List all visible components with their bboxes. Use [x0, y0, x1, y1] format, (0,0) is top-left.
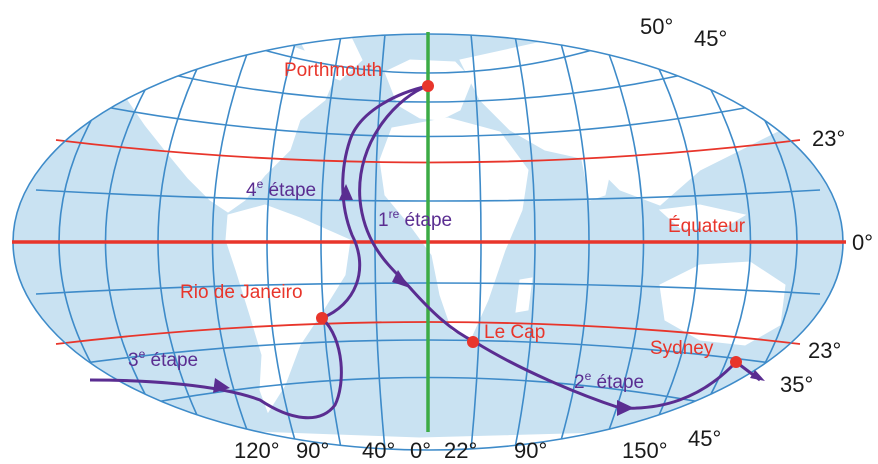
rio-marker	[316, 312, 328, 324]
lat-50-label: 50°	[640, 14, 673, 39]
cape-town-marker	[467, 336, 479, 348]
stage-1-suffix: re	[389, 207, 400, 221]
arrow-stage-4	[339, 184, 353, 200]
route-stage-4	[321, 84, 429, 320]
portsmouth-marker	[422, 80, 434, 92]
stage-3-word: étape	[145, 350, 198, 371]
lat-45n-label: 45°	[694, 26, 727, 51]
lon-40-label: 40°	[362, 438, 395, 463]
route-stage-3	[89, 316, 343, 420]
madagascar	[515, 277, 533, 313]
lon-90e-label: 90°	[514, 438, 547, 463]
lat-35s-label: 35°	[780, 372, 813, 397]
stage-4-number: 4	[246, 180, 257, 201]
stage-3-suffix: e	[139, 347, 146, 361]
cape-town-label: Le Cap	[484, 322, 545, 343]
stage-4-label: 4e étape	[246, 177, 316, 201]
lon-150-label: 150°	[622, 438, 668, 463]
lat-23n-label: 23°	[812, 126, 845, 151]
stage-1-number: 1	[378, 210, 389, 231]
stage-1-word: étape	[399, 210, 452, 231]
lat-45s-label: 45°	[688, 426, 721, 451]
stage-4-word: étape	[263, 180, 316, 201]
stage-3-number: 3	[128, 350, 139, 371]
lat-23s-label: 23°	[808, 338, 841, 363]
arrow-stage-1	[392, 270, 410, 288]
stage-2-label: 2e étape	[574, 369, 644, 393]
route-arrows	[213, 184, 765, 416]
portsmouth-label: Porthmouth	[284, 60, 382, 81]
arrow-stage-3	[213, 378, 230, 393]
lon-120-label: 120°	[234, 438, 280, 463]
city-markers	[316, 80, 742, 368]
equator-label: Équateur	[668, 216, 746, 237]
sydney-marker	[730, 356, 742, 368]
lat-0-label: 0°	[852, 230, 873, 255]
rio-label: Rio de Janeiro	[180, 282, 303, 303]
lon-90w-label: 90°	[296, 438, 329, 463]
arrow-sydney-east	[750, 370, 765, 381]
stage-4-suffix: e	[257, 177, 264, 191]
stage-1-label: 1re étape	[378, 207, 452, 231]
stage-2-suffix: e	[585, 369, 592, 383]
lon-0-label: 0°	[410, 438, 431, 463]
sydney-label: Sydney	[650, 338, 714, 359]
southeast-asia-islands	[658, 204, 747, 231]
australia	[659, 261, 786, 346]
arrow-stage-2	[617, 400, 634, 416]
stage-2-number: 2	[574, 372, 585, 393]
lon-22-label: 22°	[444, 438, 477, 463]
stage-3-label: 3e étape	[128, 347, 198, 371]
stage-2-word: étape	[591, 372, 644, 393]
route-stage-1	[358, 84, 621, 410]
